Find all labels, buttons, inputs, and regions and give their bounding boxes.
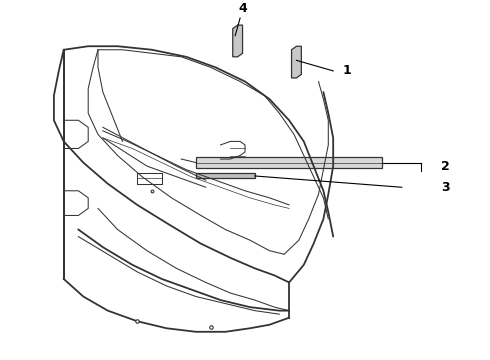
Polygon shape bbox=[196, 157, 382, 168]
Polygon shape bbox=[233, 25, 243, 57]
Text: 1: 1 bbox=[343, 64, 352, 77]
Text: 3: 3 bbox=[441, 181, 450, 194]
Text: 4: 4 bbox=[238, 1, 247, 14]
Polygon shape bbox=[196, 173, 255, 179]
Polygon shape bbox=[292, 46, 301, 78]
Text: 2: 2 bbox=[441, 160, 450, 173]
